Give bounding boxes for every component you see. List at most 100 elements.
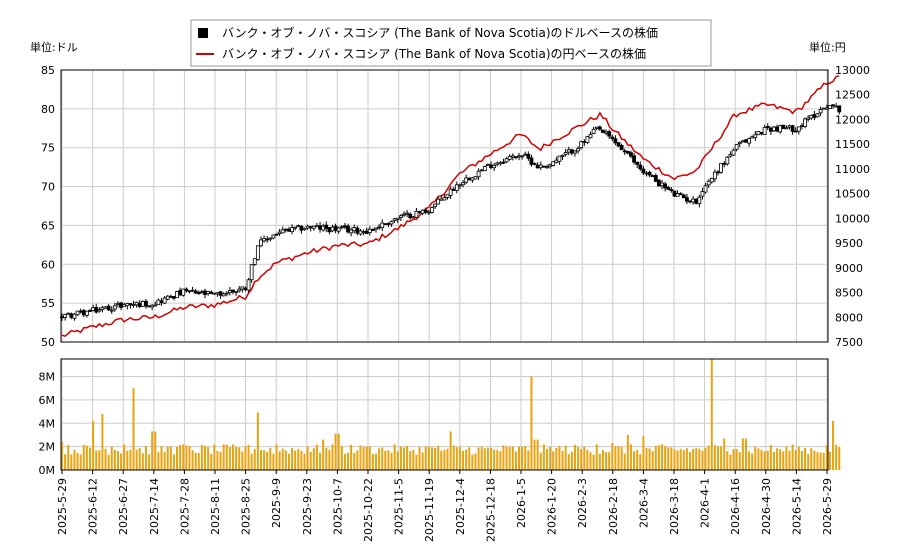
volume-bar [82, 444, 85, 470]
candle-body [318, 225, 322, 230]
volume-bar [620, 446, 623, 470]
volume-bar [334, 433, 337, 470]
volume-bar [552, 451, 555, 470]
candle-body [181, 288, 186, 296]
candle-body [165, 295, 170, 300]
left-unit-label: 単位:ドル [30, 40, 78, 54]
x-tick-label: 2026-4-30 [760, 478, 773, 535]
candle-body [445, 194, 450, 198]
candle-body [604, 131, 608, 134]
volume-bar [511, 446, 514, 470]
volume-bar [595, 444, 598, 470]
candle-body [240, 286, 245, 290]
candle-body [370, 229, 375, 231]
x-tick-label: 2026-1-20 [546, 478, 559, 535]
volume-bar [832, 420, 835, 470]
candle-body [249, 264, 254, 281]
candle-body [545, 166, 549, 169]
volume-bar [356, 450, 359, 470]
candle-body [541, 165, 546, 168]
volume-bar [297, 448, 300, 470]
candle-body [734, 144, 739, 150]
volume-bar [312, 448, 315, 470]
candle-body [218, 291, 223, 296]
volume-bar [555, 448, 558, 470]
x-tick-label: 2025-12-4 [454, 478, 467, 535]
candle-body [594, 126, 599, 129]
candle-body [647, 171, 652, 176]
candle-body [246, 279, 251, 291]
volume-bar [443, 449, 446, 470]
candle-body [308, 226, 313, 229]
left-tick-label: 80 [41, 103, 55, 116]
candle-body [610, 136, 615, 139]
x-tick-label: 2025-8-25 [240, 478, 253, 535]
candle-body [106, 305, 111, 311]
legend-usd-label: バンク・オブ・ノバ・スコシア (The Bank of Nova Scotia)… [222, 25, 658, 40]
volume-bar [468, 447, 471, 470]
candle-body [137, 302, 142, 308]
volume-bar [126, 450, 129, 470]
candle-body [644, 172, 649, 175]
candle-body [454, 184, 459, 191]
volume-bar [661, 444, 664, 470]
volume-bar [244, 446, 247, 470]
volume-bar [427, 446, 430, 470]
candle-body [666, 187, 671, 190]
volume-bar [629, 444, 632, 470]
volume-bar [788, 450, 791, 470]
volume-bar [779, 449, 782, 470]
candle-body [834, 105, 839, 108]
volume-bar [79, 454, 82, 470]
candle-body [613, 138, 618, 144]
candle-body [296, 225, 301, 228]
price-axis-labels: 85 80 75 70 65 60 55 50 13000 12500 12000 11500 1100… [41, 64, 870, 349]
volume-bar [256, 412, 259, 470]
volume-bar [107, 454, 110, 470]
candle-body [591, 128, 596, 134]
left-tick-label: 65 [41, 219, 55, 232]
candle-body [837, 105, 842, 113]
volume-bar [418, 447, 421, 470]
candle-body [685, 197, 689, 202]
volume-bar [284, 450, 287, 470]
candle-body [650, 175, 655, 177]
volume-bar [477, 447, 480, 470]
right-unit-label: 単位:円 [809, 40, 846, 54]
right-tick-label: 12000 [835, 113, 870, 126]
x-tick-label: 2025-11-5 [393, 478, 406, 535]
candle-body [349, 229, 354, 234]
volume-bar [92, 420, 95, 470]
volume-bar [723, 438, 726, 470]
volume-bar [558, 446, 561, 470]
volume-bar [235, 446, 238, 470]
candle-body [737, 141, 742, 144]
candle-body [756, 131, 761, 136]
volume-bar [123, 444, 126, 470]
volume-bar [735, 448, 738, 470]
candle-body [184, 288, 189, 292]
candle-body [190, 289, 195, 292]
volume-bar [536, 439, 539, 470]
volume-tick-label: 8M [39, 371, 56, 384]
volume-bar [838, 446, 841, 470]
volume-bar [371, 454, 374, 470]
volume-bar [157, 452, 160, 470]
volume-bar [415, 454, 418, 470]
candle-body [616, 142, 621, 147]
volume-bar [573, 444, 576, 470]
right-tick-label: 8500 [835, 287, 863, 300]
candle-body [262, 238, 266, 242]
candle-body [712, 171, 717, 180]
candlestick-layer [60, 103, 842, 321]
left-tick-label: 85 [41, 64, 55, 77]
volume-bar [452, 445, 455, 470]
candle-body [209, 291, 214, 294]
volume-bar [496, 449, 499, 470]
volume-bar [399, 446, 402, 470]
left-tick-label: 70 [41, 181, 55, 194]
volume-bar [319, 452, 322, 470]
volume-bar [744, 438, 747, 470]
candle-body [125, 303, 130, 306]
volume-bar [141, 453, 144, 470]
